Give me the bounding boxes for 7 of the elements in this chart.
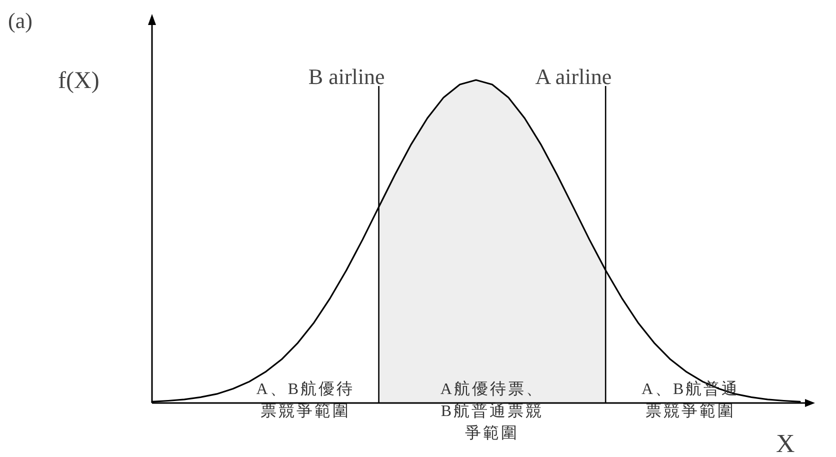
- y-axis-title: f(X): [58, 68, 100, 94]
- annotation: A、B航優待票競爭範圍: [256, 380, 355, 420]
- x-axis-title: X: [776, 429, 795, 457]
- text: (a): [8, 8, 32, 33]
- annotation: B airline: [308, 64, 385, 89]
- annotation: A航優待票、B航普通票競爭範圍: [440, 380, 544, 442]
- annotation: A airline: [535, 64, 612, 89]
